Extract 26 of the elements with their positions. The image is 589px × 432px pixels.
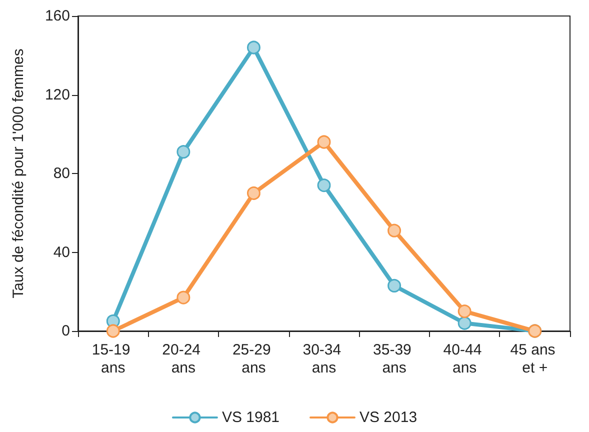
x-tick-label: 45 ans et + xyxy=(510,342,560,376)
point xyxy=(388,224,402,238)
point xyxy=(458,304,472,318)
point xyxy=(388,278,402,292)
y-tick-label: 120 xyxy=(44,86,70,104)
point xyxy=(458,316,472,330)
x-tick-label: 25-29 ans xyxy=(232,342,275,376)
y-tick-label: 80 xyxy=(53,165,70,182)
legend-label: VS 2013 xyxy=(360,409,418,426)
x-tick-label: 40-44 ans xyxy=(443,342,486,376)
y-tick-label: 160 xyxy=(44,8,70,24)
point xyxy=(176,290,190,304)
point xyxy=(317,178,331,192)
point xyxy=(106,324,120,338)
point xyxy=(246,186,260,200)
x-tick-label: 30-34 ans xyxy=(302,342,346,376)
point xyxy=(246,40,260,54)
x-tick-label: 35-39 ans xyxy=(373,342,416,376)
x-tick-label: 15-19 ans xyxy=(92,342,134,376)
x-tick-label: 20-24 ans xyxy=(162,342,205,376)
point xyxy=(317,135,331,149)
y-axis-title: Taux de fécondité pour 1'000 femmes xyxy=(10,48,27,298)
y-tick-label: 0 xyxy=(62,322,70,340)
y-tick-label: 40 xyxy=(53,244,70,261)
legend-label: VS 1981 xyxy=(222,409,280,426)
point xyxy=(176,145,190,159)
